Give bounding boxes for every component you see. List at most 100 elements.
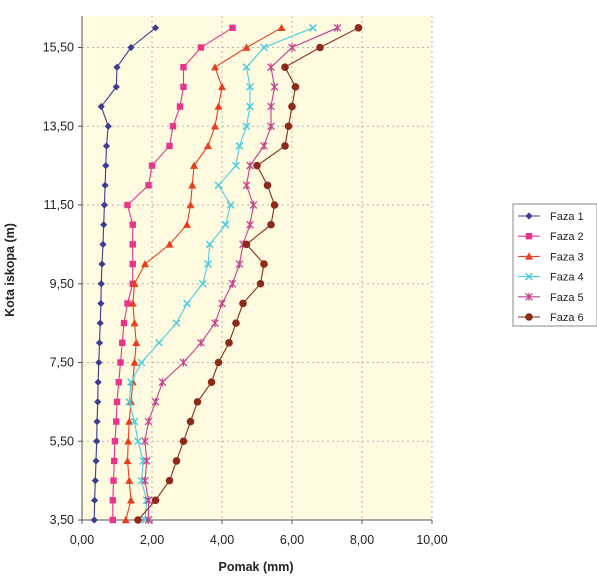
data-point-faza-6 [263, 181, 272, 190]
data-point-faza-4 [204, 260, 212, 268]
data-point-faza-5 [267, 102, 275, 111]
x-tick-label: 0,00 [70, 533, 94, 547]
data-point-faza-5 [144, 516, 153, 524]
data-point-faza-3 [165, 240, 174, 248]
data-point-faza-6 [253, 161, 261, 170]
y-tick-label: 5,50 [50, 434, 74, 448]
data-point-faza-5 [218, 299, 226, 308]
data-point-faza-5 [144, 496, 153, 505]
data-point-faza-3 [124, 437, 133, 445]
data-point-faza-3 [190, 161, 198, 169]
data-point-faza-4 [125, 397, 134, 406]
data-point-faza-1 [113, 63, 121, 71]
data-point-faza-4 [134, 437, 142, 446]
data-point-faza-4 [183, 299, 191, 308]
data-point-faza-6 [232, 319, 240, 327]
data-point-faza-1 [92, 457, 100, 465]
data-point-faza-6 [172, 457, 181, 465]
data-point-faza-3 [277, 23, 286, 32]
data-point-faza-5 [242, 181, 251, 190]
data-point-faza-5 [141, 476, 149, 485]
legend-marker [525, 292, 533, 301]
data-point-faza-3 [183, 220, 191, 228]
y-tick-label: 11,50 [44, 198, 74, 212]
data-point-faza-1 [102, 142, 111, 150]
plot-area [82, 16, 432, 520]
data-point-faza-4 [155, 338, 163, 347]
data-point-faza-6 [281, 142, 289, 150]
data-point-faza-4 [226, 201, 235, 209]
legend-marker [525, 233, 533, 240]
data-point-faza-2 [129, 221, 136, 228]
data-point-faza-6 [207, 378, 216, 386]
data-point-faza-1 [97, 299, 105, 308]
data-point-faza-6 [239, 299, 247, 308]
series-faza-3 [121, 23, 286, 524]
data-point-faza-5 [235, 260, 244, 269]
legend-label: Faza 3 [550, 251, 584, 263]
data-point-faza-5 [246, 220, 254, 229]
data-point-faza-3 [130, 279, 139, 287]
y-tick-label: 15,50 [43, 41, 74, 55]
data-point-faza-4 [232, 161, 240, 170]
data-point-faza-5 [211, 319, 219, 328]
y-tick-label: 13,50 [43, 119, 74, 133]
data-point-faza-6 [260, 260, 268, 268]
data-point-faza-4 [221, 220, 230, 229]
data-point-faza-2 [109, 516, 116, 524]
data-point-faza-1 [90, 516, 98, 524]
data-point-faza-6 [284, 122, 293, 131]
data-point-faza-5 [260, 141, 268, 150]
data-point-faza-1 [97, 280, 105, 288]
data-point-faza-6 [151, 496, 160, 505]
data-point-faza-2 [120, 319, 128, 327]
legend-box [512, 203, 597, 327]
legend-label: Faza 1 [550, 211, 584, 223]
data-point-faza-4 [242, 63, 251, 72]
data-point-faza-2 [148, 162, 156, 169]
y-tick-label: 7,50 [50, 356, 74, 370]
data-point-faza-1 [112, 83, 120, 91]
series-faza-4 [125, 23, 317, 524]
x-tick-label: 4,00 [210, 533, 234, 547]
data-point-faza-2 [129, 241, 136, 248]
series-faza-1 [90, 24, 160, 524]
data-point-faza-6 [288, 102, 296, 111]
data-point-faza-1 [95, 358, 103, 367]
data-point-faza-2 [115, 378, 122, 386]
data-point-faza-5 [270, 82, 279, 91]
data-point-faza-3 [123, 456, 132, 465]
data-point-faza-4 [205, 240, 214, 249]
legend-label: Faza 4 [550, 272, 584, 284]
data-point-faza-3 [130, 319, 139, 327]
data-point-faza-3 [188, 181, 197, 189]
legend-label: Faza 6 [550, 312, 584, 324]
data-point-faza-6 [186, 417, 195, 426]
data-point-faza-4 [246, 102, 254, 111]
data-point-faza-2 [117, 359, 124, 366]
series-faza-2 [109, 24, 236, 524]
data-point-faza-6 [165, 476, 174, 485]
data-point-faza-5 [141, 437, 149, 446]
data-point-faza-4 [141, 516, 149, 524]
data-point-faza-1 [102, 162, 110, 170]
data-point-faza-1 [94, 398, 102, 406]
legend-item-faza-3: Faza 3 [518, 251, 584, 263]
data-point-faza-6 [134, 516, 142, 524]
data-point-faza-5 [228, 279, 237, 288]
data-point-faza-2 [109, 497, 116, 504]
data-point-faza-3 [211, 63, 219, 71]
data-point-faza-1 [104, 122, 112, 130]
data-point-faza-6 [179, 437, 188, 446]
data-point-faza-5 [144, 417, 153, 426]
y-axis-title: Kota iskopa (m) [3, 223, 17, 317]
data-point-faza-3 [127, 496, 135, 504]
data-point-faza-6 [225, 339, 233, 347]
legend-marker [525, 252, 533, 260]
data-point-faza-5 [179, 358, 188, 367]
x-tick-label: 8,00 [350, 533, 374, 547]
data-point-faza-3 [125, 476, 134, 484]
data-point-faza-3 [125, 417, 134, 425]
data-point-faza-4 [214, 181, 223, 190]
